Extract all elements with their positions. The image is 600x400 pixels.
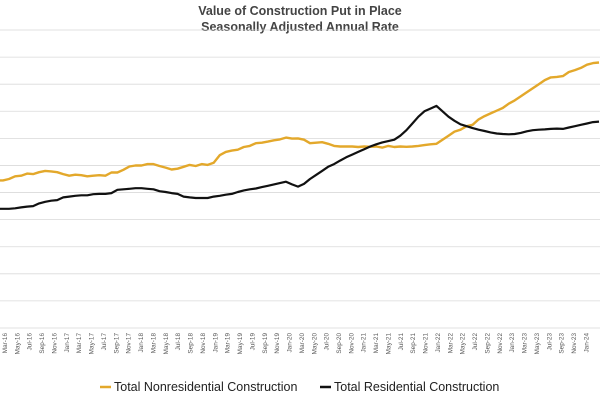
x-tick-label: Sep-22 [484, 333, 491, 354]
x-tick-label: Mar-21 [373, 333, 380, 354]
legend-label-nonresidential: Total Nonresidential Construction [114, 380, 297, 394]
x-tick-label: Jan-23 [509, 333, 516, 353]
x-tick-label: May-22 [460, 333, 467, 355]
x-tick-label: Nov-17 [126, 333, 133, 354]
series-line-nonresidential [0, 61, 600, 182]
x-tick-label: Jan-17 [64, 333, 71, 353]
x-tick-label: Jan-22 [435, 333, 442, 353]
x-tick-label: Jul-22 [472, 333, 479, 351]
x-tick-label: Mar-22 [447, 333, 454, 354]
x-tick-label: May-19 [237, 333, 244, 355]
x-tick-label: Sep-20 [336, 333, 343, 354]
series-lines [0, 61, 600, 210]
x-tick-label: Jan-21 [361, 333, 368, 353]
x-tick-label: Jan-19 [212, 333, 219, 353]
x-tick-label: Jul-19 [249, 333, 256, 351]
x-tick-label: May-23 [534, 333, 541, 355]
x-tick-label: Jul-17 [101, 333, 108, 351]
x-tick-label: Sep-23 [559, 333, 566, 354]
x-tick-label: Nov-19 [274, 333, 281, 354]
x-tick-label: Jan-18 [138, 333, 145, 353]
x-tick-label: May-17 [89, 333, 96, 355]
x-tick-label: Mar-19 [225, 333, 232, 354]
gridlines [0, 29, 600, 329]
legend: Total Nonresidential Construction Total … [100, 380, 499, 394]
x-tick-label: Jul-16 [27, 333, 34, 351]
x-tick-label: Nov-18 [200, 333, 207, 354]
chart-title: Value of Construction Put in Place [198, 4, 402, 18]
x-tick-label: Jan-24 [583, 333, 590, 353]
x-tick-label: May-20 [311, 333, 318, 355]
x-tick-label: May-18 [163, 333, 170, 355]
x-tick-label: Jul-23 [546, 333, 553, 351]
x-tick-label: Jul-20 [324, 333, 331, 351]
x-axis-tick-labels: Mar-16 May-16 Jul-16 Sep-16 Nov-16 Jan-17 Mar-… [2, 333, 590, 355]
x-tick-label: Jul-21 [398, 333, 405, 351]
chart-subtitle: Seasonally Adjusted Annual Rate [201, 20, 399, 34]
x-tick-label: Mar-20 [299, 333, 306, 354]
x-tick-label: Nov-22 [497, 333, 504, 354]
x-tick-label: Sep-19 [262, 333, 269, 354]
x-tick-label: Nov-16 [52, 333, 59, 354]
x-tick-label: Nov-23 [571, 333, 578, 354]
x-tick-label: Mar-23 [522, 333, 529, 354]
x-tick-label: May-21 [386, 333, 393, 355]
x-tick-label: Sep-17 [113, 333, 120, 354]
x-tick-label: Jul-18 [175, 333, 182, 351]
x-tick-label: Mar-17 [76, 333, 83, 354]
series-line-residential [0, 104, 600, 210]
x-tick-label: Mar-16 [2, 333, 9, 354]
x-tick-label: Jan-20 [287, 333, 294, 353]
x-tick-label: Sep-18 [188, 333, 195, 354]
x-tick-label: Mar-18 [150, 333, 157, 354]
x-tick-label: Nov-20 [348, 333, 355, 354]
x-tick-label: Nov-21 [423, 333, 430, 354]
x-tick-label: May-16 [14, 333, 21, 355]
x-tick-label: Sep-16 [39, 333, 46, 354]
x-tick-label: Sep-21 [410, 333, 417, 354]
legend-label-residential: Total Residential Construction [334, 380, 499, 394]
